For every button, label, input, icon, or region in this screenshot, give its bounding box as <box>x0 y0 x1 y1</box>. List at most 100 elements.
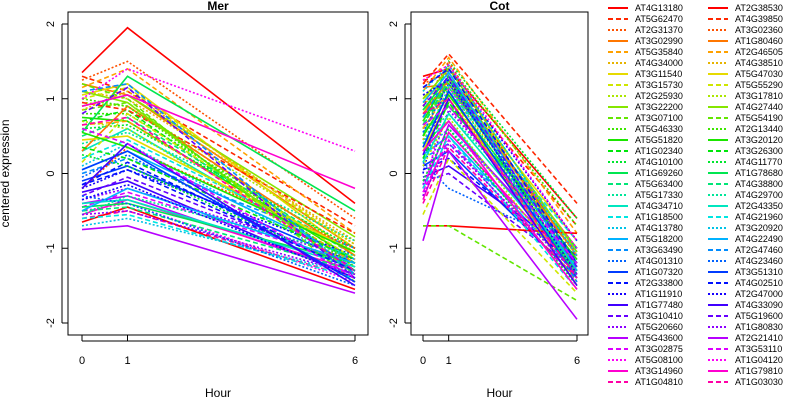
series-line <box>81 154 356 272</box>
legend-label: AT4G13180 <box>635 3 683 13</box>
legend-label: AT1G80830 <box>735 322 783 332</box>
legend-label: AT5G43600 <box>635 333 683 343</box>
legend-item: AT3G20120 <box>708 135 783 145</box>
series-line <box>422 89 578 287</box>
series-line <box>81 90 356 246</box>
legend-label: AT2G46505 <box>735 47 783 57</box>
legend-item: AT4G34710 <box>608 201 683 211</box>
series-line <box>81 135 356 253</box>
x-tick-label: 6 <box>352 355 358 367</box>
y-tick-label: -2 <box>45 318 57 328</box>
legend-label: AT4G39850 <box>735 14 783 24</box>
cot-panel: Cot -2 -1 0 1 2 0 1 6 Hour <box>388 0 589 400</box>
legend-label: AT5G62470 <box>635 14 683 24</box>
legend-item: AT5G55290 <box>708 80 783 90</box>
legend-label: AT3G51310 <box>735 267 783 277</box>
series-line <box>81 142 356 268</box>
legend-label: AT4G33090 <box>735 300 783 310</box>
legend-label: AT5G55290 <box>735 80 783 90</box>
legend-label: AT1G04120 <box>735 355 783 365</box>
legend-label: AT3G14960 <box>635 366 683 376</box>
series-line <box>422 82 578 268</box>
legend-item: AT2G47460 <box>708 245 783 255</box>
legend-item: AT4G38510 <box>708 58 783 68</box>
legend-item: AT4G13780 <box>608 223 683 233</box>
y-tick-label: -1 <box>45 243 57 253</box>
x-tick-label: 1 <box>124 355 130 367</box>
series-line <box>422 97 578 287</box>
legend-item: AT1G80460 <box>708 36 783 46</box>
series-line <box>422 52 578 204</box>
legend-label: AT3G53110 <box>735 344 782 354</box>
x-tick-label: 1 <box>446 355 452 367</box>
series-line <box>81 206 356 291</box>
legend-item: AT3G51310 <box>708 267 783 277</box>
legend-label: AT4G21960 <box>735 212 783 222</box>
series-line <box>422 142 578 275</box>
legend-label: AT2G13440 <box>735 124 783 134</box>
x-axis-label: Hour <box>205 386 231 400</box>
legend-item: AT5G18200 <box>608 234 683 244</box>
series-line <box>81 153 356 276</box>
y-tick-label: -2 <box>388 318 400 328</box>
legend-label: AT4G38800 <box>735 179 783 189</box>
legend-label: AT4G34000 <box>635 58 683 68</box>
legend-item: AT3G02875 <box>608 344 683 354</box>
legend-item: AT3G22200 <box>608 102 683 112</box>
series-line <box>81 116 356 257</box>
y-tick-label: 1 <box>388 96 400 102</box>
legend-item: AT3G20920 <box>708 223 783 233</box>
y-tick-label: 2 <box>45 21 57 27</box>
series-line <box>81 157 356 250</box>
legend-label: AT3G63490 <box>635 245 683 255</box>
legend-item: AT4G13180 <box>608 3 683 13</box>
legend-item: AT4G21960 <box>708 212 783 222</box>
legend: AT4G13180AT5G62470AT2G31370AT3G02990AT5G… <box>608 3 783 387</box>
legend-item: AT1G07320 <box>608 267 683 277</box>
legend-item: AT1G79810 <box>708 366 783 376</box>
legend-item: AT5G43600 <box>608 333 683 343</box>
legend-label: AT1G18500 <box>635 212 683 222</box>
legend-label: AT3G02360 <box>735 25 783 35</box>
legend-item: AT5G51820 <box>608 135 683 145</box>
legend-item: AT4G23460 <box>708 256 783 266</box>
series-line <box>81 82 356 276</box>
legend-item: AT2G43350 <box>708 201 783 211</box>
legend-item: AT2G31370 <box>608 25 683 35</box>
legend-label: AT5G54190 <box>735 113 783 123</box>
series-line <box>422 119 578 290</box>
legend-item: AT2G13440 <box>708 124 783 134</box>
legend-label: AT1G11910 <box>635 289 682 299</box>
legend-item: AT2G25930 <box>608 91 683 101</box>
legend-item: AT2G38530 <box>708 3 783 13</box>
series-line <box>81 94 356 190</box>
legend-item: AT3G26300 <box>708 146 783 156</box>
legend-item: AT1G18500 <box>608 212 683 222</box>
series-line <box>422 85 578 249</box>
legend-item: AT4G34000 <box>608 58 683 68</box>
legend-label: AT5G35840 <box>635 47 683 57</box>
legend-item: AT4G38800 <box>708 179 783 189</box>
series-line <box>422 157 578 294</box>
legend-label: AT3G10410 <box>635 311 683 321</box>
series-line <box>81 101 356 235</box>
legend-label: AT1G77480 <box>635 300 683 310</box>
legend-label: AT2G25930 <box>635 91 683 101</box>
legend-label: AT5G47030 <box>735 69 783 79</box>
legend-item: AT4G29700 <box>708 190 783 200</box>
legend-label: AT1G03030 <box>735 377 783 387</box>
legend-item: AT4G02510 <box>708 278 783 288</box>
series-line <box>81 224 356 294</box>
series-line <box>422 59 578 272</box>
y-tick-label: 2 <box>388 21 400 27</box>
series-line <box>422 89 578 279</box>
legend-label: AT2G38530 <box>735 3 783 13</box>
series-line <box>81 112 356 261</box>
legend-label: AT3G15730 <box>635 80 683 90</box>
legend-label: AT2G47000 <box>735 289 783 299</box>
series-line <box>81 75 356 212</box>
legend-label: AT2G33800 <box>635 278 683 288</box>
legend-label: AT5G46330 <box>635 124 683 134</box>
legend-item: AT5G20660 <box>608 322 683 332</box>
series-line <box>81 213 356 279</box>
